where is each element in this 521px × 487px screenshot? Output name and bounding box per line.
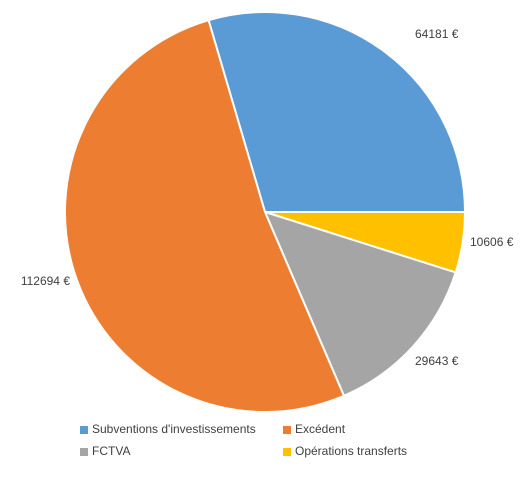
legend-label: FCTVA bbox=[92, 444, 130, 458]
pie-slice bbox=[207, 11, 467, 214]
legend-swatch bbox=[80, 426, 88, 434]
legend-label: Excédent bbox=[295, 422, 346, 436]
pie-slice bbox=[64, 18, 346, 413]
data-label: 112694 € bbox=[21, 274, 70, 288]
legend-label: Opérations transferts bbox=[295, 444, 407, 458]
legend-swatch bbox=[283, 426, 291, 434]
data-label: 64181 € bbox=[415, 27, 459, 41]
legend-swatch bbox=[80, 448, 88, 456]
legend-label: Subventions d'investissements bbox=[92, 422, 256, 436]
data-label: 29643 € bbox=[415, 354, 459, 368]
legend-swatch bbox=[283, 448, 291, 456]
data-label: 10606 € bbox=[470, 235, 514, 249]
pie-slice bbox=[263, 210, 457, 398]
